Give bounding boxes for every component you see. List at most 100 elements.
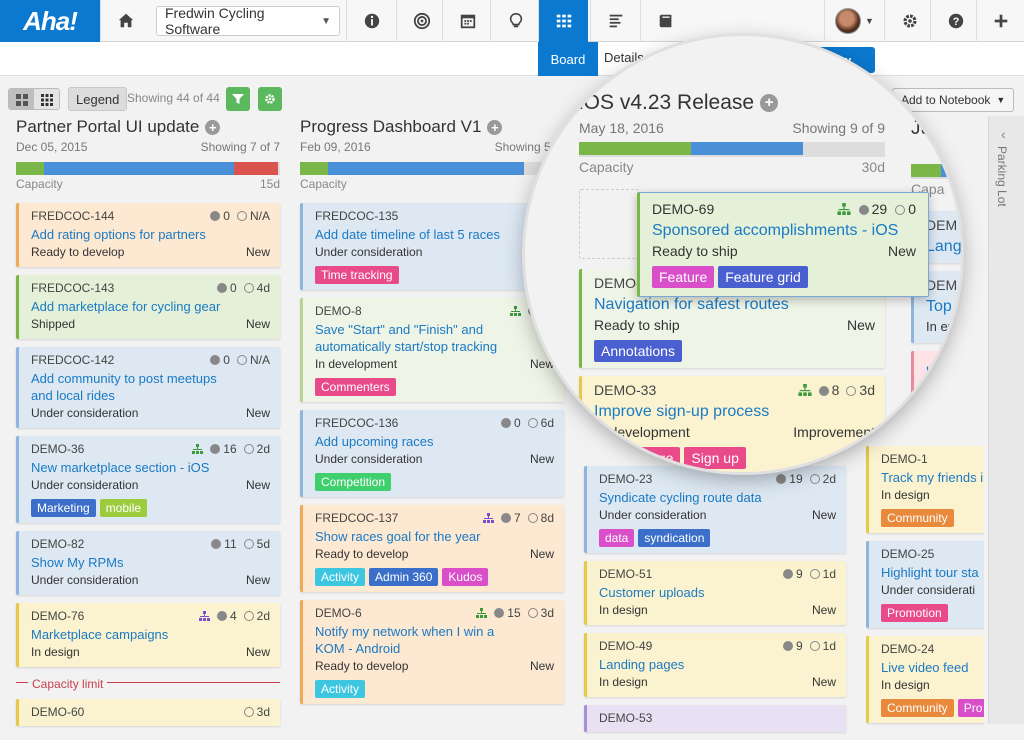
lightbulb-icon[interactable] [490,0,540,42]
tag[interactable]: Time tracking [315,266,399,284]
feature-title[interactable]: Add upcoming races [315,434,434,449]
dragged-feature-card[interactable]: DEMO-69 29 0 Sponsored accomplishments -… [637,192,929,297]
feature-card[interactable]: FREDCOC-136 0 6d Add upcoming races Under… [300,410,564,497]
release-title[interactable]: Partner Portal UI update + [16,116,280,138]
calendar-icon[interactable] [442,0,492,42]
tag[interactable]: Community [881,699,954,717]
feature-title[interactable]: Highlight tour sta [881,565,979,580]
add-feature-icon[interactable]: + [205,119,221,135]
feature-title[interactable]: Show My RPMs [31,555,124,570]
target-icon[interactable] [396,0,446,42]
tag[interactable]: Annotations [594,340,682,362]
tag[interactable]: Competition [315,473,392,491]
feature-title[interactable]: Navigation for safest routes [594,296,789,313]
release-title[interactable]: iOS v4.23 Release + [579,91,885,114]
feature-title[interactable]: Lang [926,238,961,255]
feature-card[interactable]: DEMO-1 Track my friends i In design Comm… [866,446,984,533]
large-cards-icon[interactable] [9,89,34,109]
feature-title[interactable]: Save "Start" and "Finish" and automatica… [315,322,498,354]
feature-card[interactable]: DEMO-25 Highlight tour sta Under conside… [866,541,984,628]
tag[interactable]: Operations [926,404,961,424]
feature-card[interactable]: FREDCOC-144 0 N/A Add rating options for … [16,203,280,267]
feature-title[interactable]: Show races goal for the year [315,529,481,544]
feature-card[interactable]: DEMO-82 11 5d Show My RPMs Under consider… [16,531,280,595]
chevron-left-icon[interactable]: ‹ [1001,126,1006,142]
feature-card[interactable]: DEMO-33 8 3d Improve sign-up process In d… [579,376,885,472]
release-name[interactable]: iOS v4.23 Release [579,91,755,114]
legend-button[interactable]: Legend [68,87,128,111]
product-selector[interactable]: Fredwin Cycling Software ▼ [156,5,340,37]
feature-title[interactable]: up perform [926,361,961,377]
help-icon[interactable]: ? [930,0,980,42]
tag[interactable]: Feature [652,266,715,288]
feature-card[interactable]: DEMO-60 3d [16,699,280,726]
tag[interactable]: Commenters [315,378,396,396]
notebook-icon[interactable] [640,0,690,42]
info-icon[interactable] [346,0,396,42]
tag[interactable]: Feature grid [718,266,808,288]
feature-title[interactable]: Sponsored accomplishments - iOS [652,222,899,239]
release-title[interactable]: Julia We [911,118,961,139]
add-feature-icon[interactable]: + [760,94,779,112]
add-to-notebook-button[interactable]: Add to Notebook ▼ [892,88,1015,112]
feature-card[interactable]: DEMO-23 19 2d Syndicate cycling route dat… [584,466,846,553]
feature-card[interactable]: DEMO-6 15 3d Notify my network when I win… [300,600,564,704]
view-toggle[interactable] [8,88,60,110]
tag[interactable]: mobile [99,499,148,517]
tag[interactable]: Community [881,509,954,527]
feature-card[interactable]: FREDCOC-137 7 8d Show races goal for the … [300,505,564,592]
release-name[interactable]: Progress Dashboard V1 [300,117,482,136]
add-icon[interactable] [976,0,1024,42]
roadmap-icon[interactable] [590,0,640,42]
release-name[interactable]: Partner Portal UI update [16,117,200,136]
tag[interactable]: Kudos [442,568,489,586]
parking-lot-panel[interactable]: ‹ Parking Lot [988,116,1024,724]
tag[interactable]: Marketing [31,499,96,517]
feature-title[interactable]: Live video feed [881,660,969,675]
feature-card[interactable]: DEMO-8 41 Save "Start" and "Finish" and … [300,298,564,402]
tag[interactable]: Activity [315,568,366,586]
release-title[interactable]: Progress Dashboard V1 + [300,116,564,138]
feature-title[interactable]: Add community to post meetups and local … [31,371,217,403]
settings-gear-icon[interactable] [258,87,282,111]
aha-logo[interactable]: Aha! [0,0,100,42]
tab-details[interactable]: Details [604,50,644,65]
feature-title[interactable]: Landing pages [599,657,685,672]
feature-title[interactable]: Add marketplace for cycling gear [31,299,221,314]
grid-icon[interactable] [538,0,588,42]
gear-icon[interactable] [884,0,934,42]
small-cards-icon[interactable] [34,89,59,109]
feature-card[interactable]: DEMO-24 Live video feed In design Commun… [866,636,984,723]
user-menu[interactable]: ▼ [824,0,884,42]
tag[interactable]: Pro [957,699,984,717]
feature-card[interactable]: FREDCOC-143 0 4d Add marketplace for cycl… [16,275,280,339]
feature-title[interactable]: Marketplace campaigns [31,627,169,642]
feature-card[interactable]: DEMO-53 [584,705,846,732]
feature-card[interactable]: DEMO-51 9 1d Customer uploads In design Ne… [584,561,846,625]
tab-board[interactable]: Board [538,42,598,76]
tag[interactable]: Activity [315,680,366,698]
tag[interactable]: Home page [594,447,681,469]
feature-title[interactable]: Add date timeline of last 5 races [315,227,500,242]
add-feature-icon[interactable]: + [487,119,503,135]
feature-card[interactable]: FREDCOC-142 0 N/A Add community to post m… [16,347,280,428]
feature-card[interactable]: FREDCOC-135 Add date timeline of last 5 … [300,203,564,290]
feature-card[interactable]: up perform evelopment Operations [911,351,961,430]
feature-title[interactable]: Improve sign-up process [594,403,770,420]
filter-icon[interactable] [226,87,250,111]
home-icon[interactable] [100,0,150,42]
tag[interactable]: data [599,529,635,547]
feature-card[interactable]: DEMO-49 9 1d Landing pages In design New [584,633,846,697]
tag[interactable]: Sign up [684,447,746,469]
feature-title[interactable]: Track my friends i [881,470,984,485]
feature-title[interactable]: Top igatio [926,298,961,315]
tag[interactable]: Promotion [881,604,948,622]
tag[interactable]: syndication [638,529,711,547]
feature-title[interactable]: New marketplace section - iOS [31,460,210,475]
feature-title[interactable]: Customer uploads [599,585,705,600]
feature-card[interactable]: DEMO-76 4 2d Marketplace campaigns In des… [16,603,280,667]
feature-title[interactable]: Notify my network when I win a KOM - And… [315,624,495,656]
feature-title[interactable]: Add rating options for partners [31,227,206,242]
feature-card[interactable]: DEMO-36 16 2d New marketplace section - i… [16,436,280,523]
tag[interactable]: Admin 360 [369,568,439,586]
